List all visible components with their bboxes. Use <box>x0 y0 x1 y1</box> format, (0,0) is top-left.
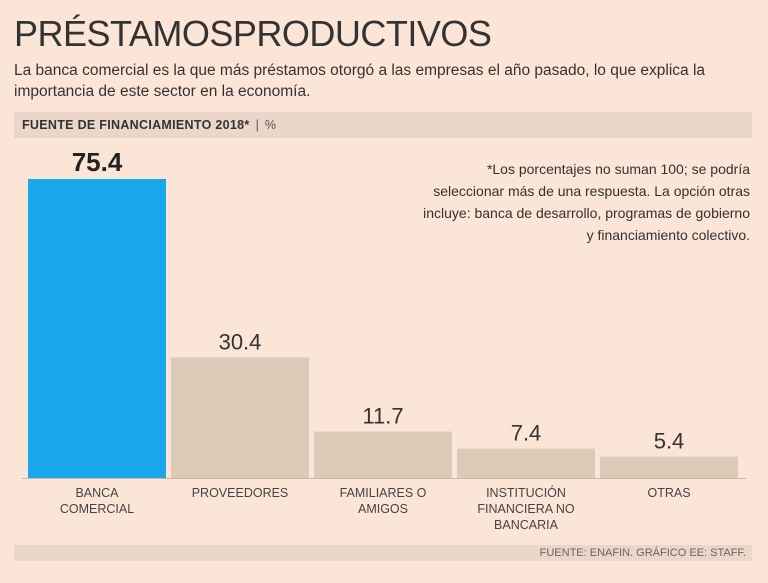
value-label-1: 30.4 <box>219 329 262 354</box>
bar-3 <box>457 448 595 478</box>
category-label-0-0: BANCA <box>75 486 119 500</box>
footnote: *Los porcentajes no suman 100; se podría… <box>423 161 750 243</box>
source-credit: FUENTE: ENAFIN. GRÁFICO EE: STAFF. <box>539 547 746 559</box>
chart-subtitle: La banca comercial es la que más préstam… <box>14 62 706 100</box>
bar-0 <box>28 179 166 478</box>
category-label-3-1: FINANCIERA NO <box>477 502 575 516</box>
category-label-2-1: AMIGOS <box>358 502 408 516</box>
bar-4 <box>600 456 738 478</box>
value-label-3: 7.4 <box>511 421 542 446</box>
band-separator: | <box>255 118 259 132</box>
category-label-3-2: BANCARIA <box>494 518 559 532</box>
value-label-2: 11.7 <box>362 404 403 429</box>
source-footer: FUENTE: ENAFIN. GRÁFICO EE: STAFF. <box>14 545 752 561</box>
value-label-0: 75.4 <box>72 147 123 177</box>
bar-1 <box>171 357 309 478</box>
source-band: FUENTE DE FINANCIAMIENTO 2018* | % <box>14 112 752 138</box>
category-label-3-0: INSTITUCIÓN <box>486 485 566 500</box>
category-label-0-1: COMERCIAL <box>60 502 134 516</box>
chart-title: PRÉSTAMOSPRODUCTIVOS <box>14 13 492 54</box>
band-label: FUENTE DE FINANCIAMIENTO 2018* <box>22 118 250 132</box>
category-label-2-0: FAMILIARES O <box>340 486 427 500</box>
value-label-4: 5.4 <box>654 429 685 454</box>
bar-2 <box>314 431 452 478</box>
category-label-4-0: OTRAS <box>647 486 690 500</box>
category-label-1-0: PROVEEDORES <box>192 486 289 500</box>
band-unit: % <box>264 118 276 132</box>
